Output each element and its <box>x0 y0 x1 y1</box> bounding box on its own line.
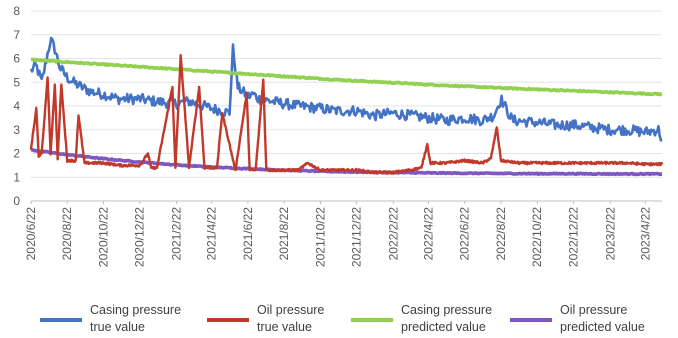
x-tick-label: 2022/6/22 <box>458 207 472 261</box>
x-tick-label: 2021/12/22 <box>350 207 364 267</box>
y-tick-label: 0 <box>13 194 20 208</box>
x-tick-label: 2022/4/22 <box>421 207 435 261</box>
y-tick-label: 5 <box>13 75 20 89</box>
x-tick-label: 2021/6/22 <box>241 207 255 261</box>
legend-label: true value <box>90 320 145 334</box>
x-tick-label: 2020/12/22 <box>133 207 147 267</box>
legend-label: Oil pressure <box>257 303 324 317</box>
legend-label: Oil pressure <box>560 303 627 317</box>
y-tick-label: 4 <box>13 99 20 113</box>
x-tick-label: 2021/4/22 <box>205 207 219 261</box>
x-tick-label: 2023/2/22 <box>603 207 617 261</box>
y-tick-label: 7 <box>13 28 20 42</box>
series-lines <box>29 36 664 177</box>
x-tick-label: 2022/10/22 <box>530 207 544 267</box>
series-line-0 <box>29 36 663 143</box>
x-tick-label: 2021/10/22 <box>313 207 327 267</box>
y-tick-label: 1 <box>13 170 20 184</box>
x-tick-label: 2020/6/22 <box>24 207 38 261</box>
x-tick-label: 2021/8/22 <box>277 207 291 261</box>
y-tick-label: 6 <box>13 52 20 66</box>
y-tick-label: 2 <box>13 147 20 161</box>
y-tick-label: 3 <box>13 123 20 137</box>
y-tick-label: 8 <box>13 4 20 18</box>
legend: Casing pressure true value Oil pressure tru… <box>40 303 645 334</box>
legend-label: true value <box>257 320 312 334</box>
legend-label: Casing pressure <box>401 303 492 317</box>
x-tick-label: 2020/10/22 <box>96 207 110 267</box>
legend-label: predicted value <box>401 320 486 334</box>
x-tick-label: 2022/2/22 <box>386 207 400 261</box>
x-tick-label: 2022/8/22 <box>494 207 508 261</box>
x-tick-label: 2022/12/22 <box>566 207 580 267</box>
y-axis-tick-labels: 0 1 2 3 4 5 6 7 8 <box>13 4 20 208</box>
legend-label: Casing pressure <box>90 303 181 317</box>
x-tick-label: 2020/8/22 <box>60 207 74 261</box>
x-axis: 2020/6/22 2020/8/22 2020/10/22 2020/12/22 20… <box>24 201 652 267</box>
x-tick-label: 2023/4/22 <box>638 207 652 261</box>
legend-label: predicted value <box>560 320 645 334</box>
series-line-1 <box>29 54 664 175</box>
x-tick-label: 2021/2/22 <box>170 207 184 261</box>
series-line-2 <box>30 57 663 97</box>
